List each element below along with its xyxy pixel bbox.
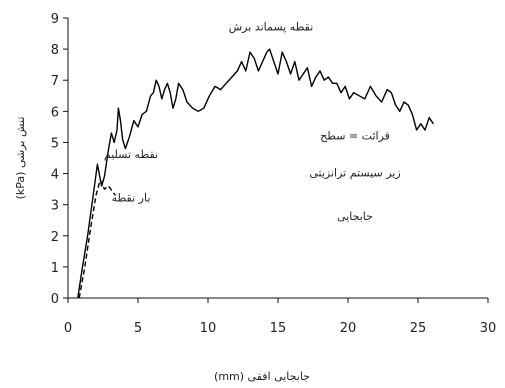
annotation-label: نقطه تسلیم [104,148,158,161]
x-tick-label: 20 [340,321,357,336]
y-tick-label: 7 [51,74,59,89]
y-tick-label: 8 [51,43,59,58]
y-tick-label: 1 [51,261,59,276]
x-axis-ticks: 0 5 10 15 20 25 30 [64,298,496,336]
x-tick-label: 5 [134,321,142,336]
annotations: نقطه پسماند برش نقطه تسلیم بار نقطه قرائت =… [104,20,401,223]
annotation-label: زیر سیستم ترانزیتی [309,167,400,180]
x-axis-label: جابجایی افقی (mm) [214,370,310,383]
annotation-label: بار نقطه [112,192,151,205]
data-series [77,48,434,299]
series-line-0 [77,48,434,299]
y-tick-label: 3 [51,199,59,214]
annotation-label: نقطه پسماند برش [229,20,314,33]
series-line-1 [78,179,117,299]
x-tick-label: 0 [64,321,72,336]
y-axis-label: تنش برشی (kPa) [14,117,27,200]
x-tick-label: 10 [200,321,217,336]
x-tick-label: 15 [270,321,287,336]
y-tick-label: 0 [51,292,59,307]
x-tick-label: 25 [410,321,427,336]
y-tick-label: 4 [51,168,59,183]
x-tick-label: 30 [480,321,497,336]
annotation-label: جابجایی [337,210,373,223]
y-tick-label: 5 [51,136,59,151]
y-tick-label: 6 [51,105,59,120]
y-tick-label: 2 [51,230,59,245]
y-tick-label: 9 [51,12,59,27]
annotation-label: قرائت = سطح [320,129,390,142]
y-axis-ticks: 0 1 2 3 4 5 6 7 8 9 [51,12,68,307]
